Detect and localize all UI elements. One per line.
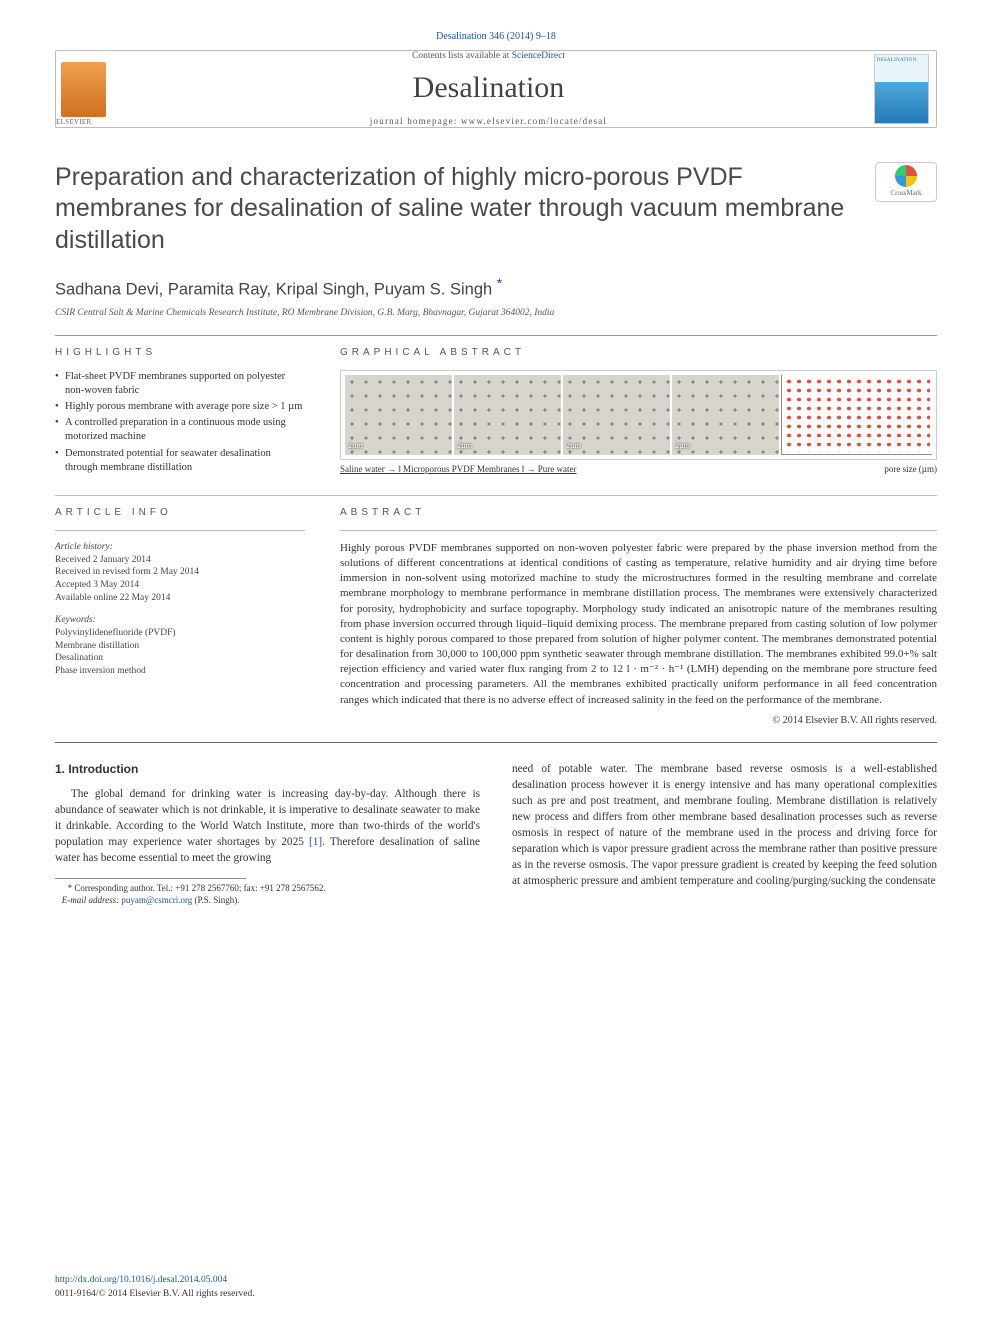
corresponding-star-icon: * — [497, 275, 502, 291]
sem-image-1 — [345, 375, 452, 455]
highlight-item: A controlled preparation in a continuous… — [55, 416, 305, 444]
highlight-item: Demonstrated potential for seawater desa… — [55, 447, 305, 475]
issn-copyright: 0011-9164/© 2014 Elsevier B.V. All right… — [55, 1289, 255, 1299]
journal-name: Desalination — [111, 67, 866, 109]
journal-cover-thumb-icon — [874, 54, 929, 124]
graphical-abstract-figure — [340, 370, 937, 460]
sem-image-3 — [563, 375, 670, 455]
crossmark-label: CrossMark — [890, 189, 921, 199]
journal-homepage-url[interactable]: www.elsevier.com/locate/desal — [461, 116, 607, 126]
intro-paragraph-2: need of potable water. The membrane base… — [512, 761, 937, 889]
contents-available-line: Contents lists available at ScienceDirec… — [111, 50, 866, 63]
history-item: Accepted 3 May 2014 — [55, 579, 305, 592]
authors-line: Sadhana Devi, Paramita Ray, Kripal Singh… — [55, 274, 937, 302]
divider — [340, 530, 937, 531]
graphical-abstract-heading: GRAPHICAL ABSTRACT — [340, 346, 937, 360]
highlights-list: Flat-sheet PVDF membranes supported on p… — [55, 370, 305, 475]
abstract-text: Highly porous PVDF membranes supported o… — [340, 541, 937, 708]
ref-link-1[interactable]: [1] — [309, 836, 322, 848]
body-two-column: 1. Introduction The global demand for dr… — [55, 761, 937, 907]
intro-paragraph-1: The global demand for drinking water is … — [55, 786, 480, 866]
keywords-label: Keywords: — [55, 614, 305, 627]
highlight-item: Highly porous membrane with average pore… — [55, 400, 305, 414]
publisher-logo-cell — [56, 50, 111, 128]
affiliation: CSIR Central Salt & Marine Chemicals Res… — [55, 307, 937, 320]
abstract-heading: ABSTRACT — [340, 506, 937, 520]
history-item: Received 2 January 2014 — [55, 554, 305, 567]
crossmark-badge[interactable]: CrossMark — [875, 162, 937, 202]
journal-header-center: Contents lists available at ScienceDirec… — [111, 50, 866, 128]
intro-heading: 1. Introduction — [55, 761, 480, 778]
keyword-item: Polyvinylidenefluoride (PVDF) — [55, 627, 305, 640]
journal-homepage-line: journal homepage: www.elsevier.com/locat… — [111, 115, 866, 128]
journal-header-box: Contents lists available at ScienceDirec… — [55, 50, 937, 128]
divider — [55, 495, 937, 496]
keyword-item: Membrane distillation — [55, 640, 305, 653]
article-info-section: ARTICLE INFO Article history: Received 2… — [55, 506, 305, 728]
email-link[interactable]: puyam@csmcri.org — [121, 895, 192, 905]
abstract-section: ABSTRACT Highly porous PVDF membranes su… — [340, 506, 937, 728]
history-label: Article history: — [55, 541, 305, 554]
sem-image-2 — [454, 375, 561, 455]
divider — [55, 530, 305, 531]
pore-size-chart — [781, 375, 932, 455]
history-item: Available online 22 May 2014 — [55, 592, 305, 605]
abstract-copyright: © 2014 Elsevier B.V. All rights reserved… — [340, 714, 937, 728]
sem-image-4 — [672, 375, 779, 455]
citation-line: Desalination 346 (2014) 9–18 — [55, 30, 937, 44]
highlight-item: Flat-sheet PVDF membranes supported on p… — [55, 370, 305, 398]
highlights-heading: HIGHLIGHTS — [55, 346, 305, 360]
sciencedirect-link[interactable]: ScienceDirect — [512, 51, 565, 61]
doi-link[interactable]: http://dx.doi.org/10.1016/j.desal.2014.0… — [55, 1275, 227, 1285]
article-info-heading: ARTICLE INFO — [55, 506, 305, 520]
corresponding-footnote: * Corresponding author. Tel.: +91 278 25… — [55, 883, 480, 906]
elsevier-logo-icon — [61, 62, 106, 117]
divider — [55, 335, 937, 336]
article-title: Preparation and characterization of high… — [55, 162, 845, 256]
footnote-rule — [55, 878, 246, 879]
highlights-section: HIGHLIGHTS Flat-sheet PVDF membranes sup… — [55, 346, 305, 477]
keyword-item: Phase inversion method — [55, 665, 305, 678]
graphical-abstract-caption: Saline water → ‖ Microporous PVDF Membra… — [340, 463, 937, 476]
ga-caption-left: Saline water → ‖ Microporous PVDF Membra… — [340, 463, 577, 476]
journal-cover-cell — [866, 50, 936, 128]
ga-caption-right: pore size (µm) — [884, 463, 937, 476]
graphical-abstract-section: GRAPHICAL ABSTRACT Saline water → ‖ Micr… — [340, 346, 937, 477]
divider — [55, 742, 937, 743]
crossmark-icon — [895, 165, 917, 187]
page-footer: http://dx.doi.org/10.1016/j.desal.2014.0… — [55, 1274, 937, 1301]
history-item: Received in revised form 2 May 2014 — [55, 566, 305, 579]
keyword-item: Desalination — [55, 652, 305, 665]
